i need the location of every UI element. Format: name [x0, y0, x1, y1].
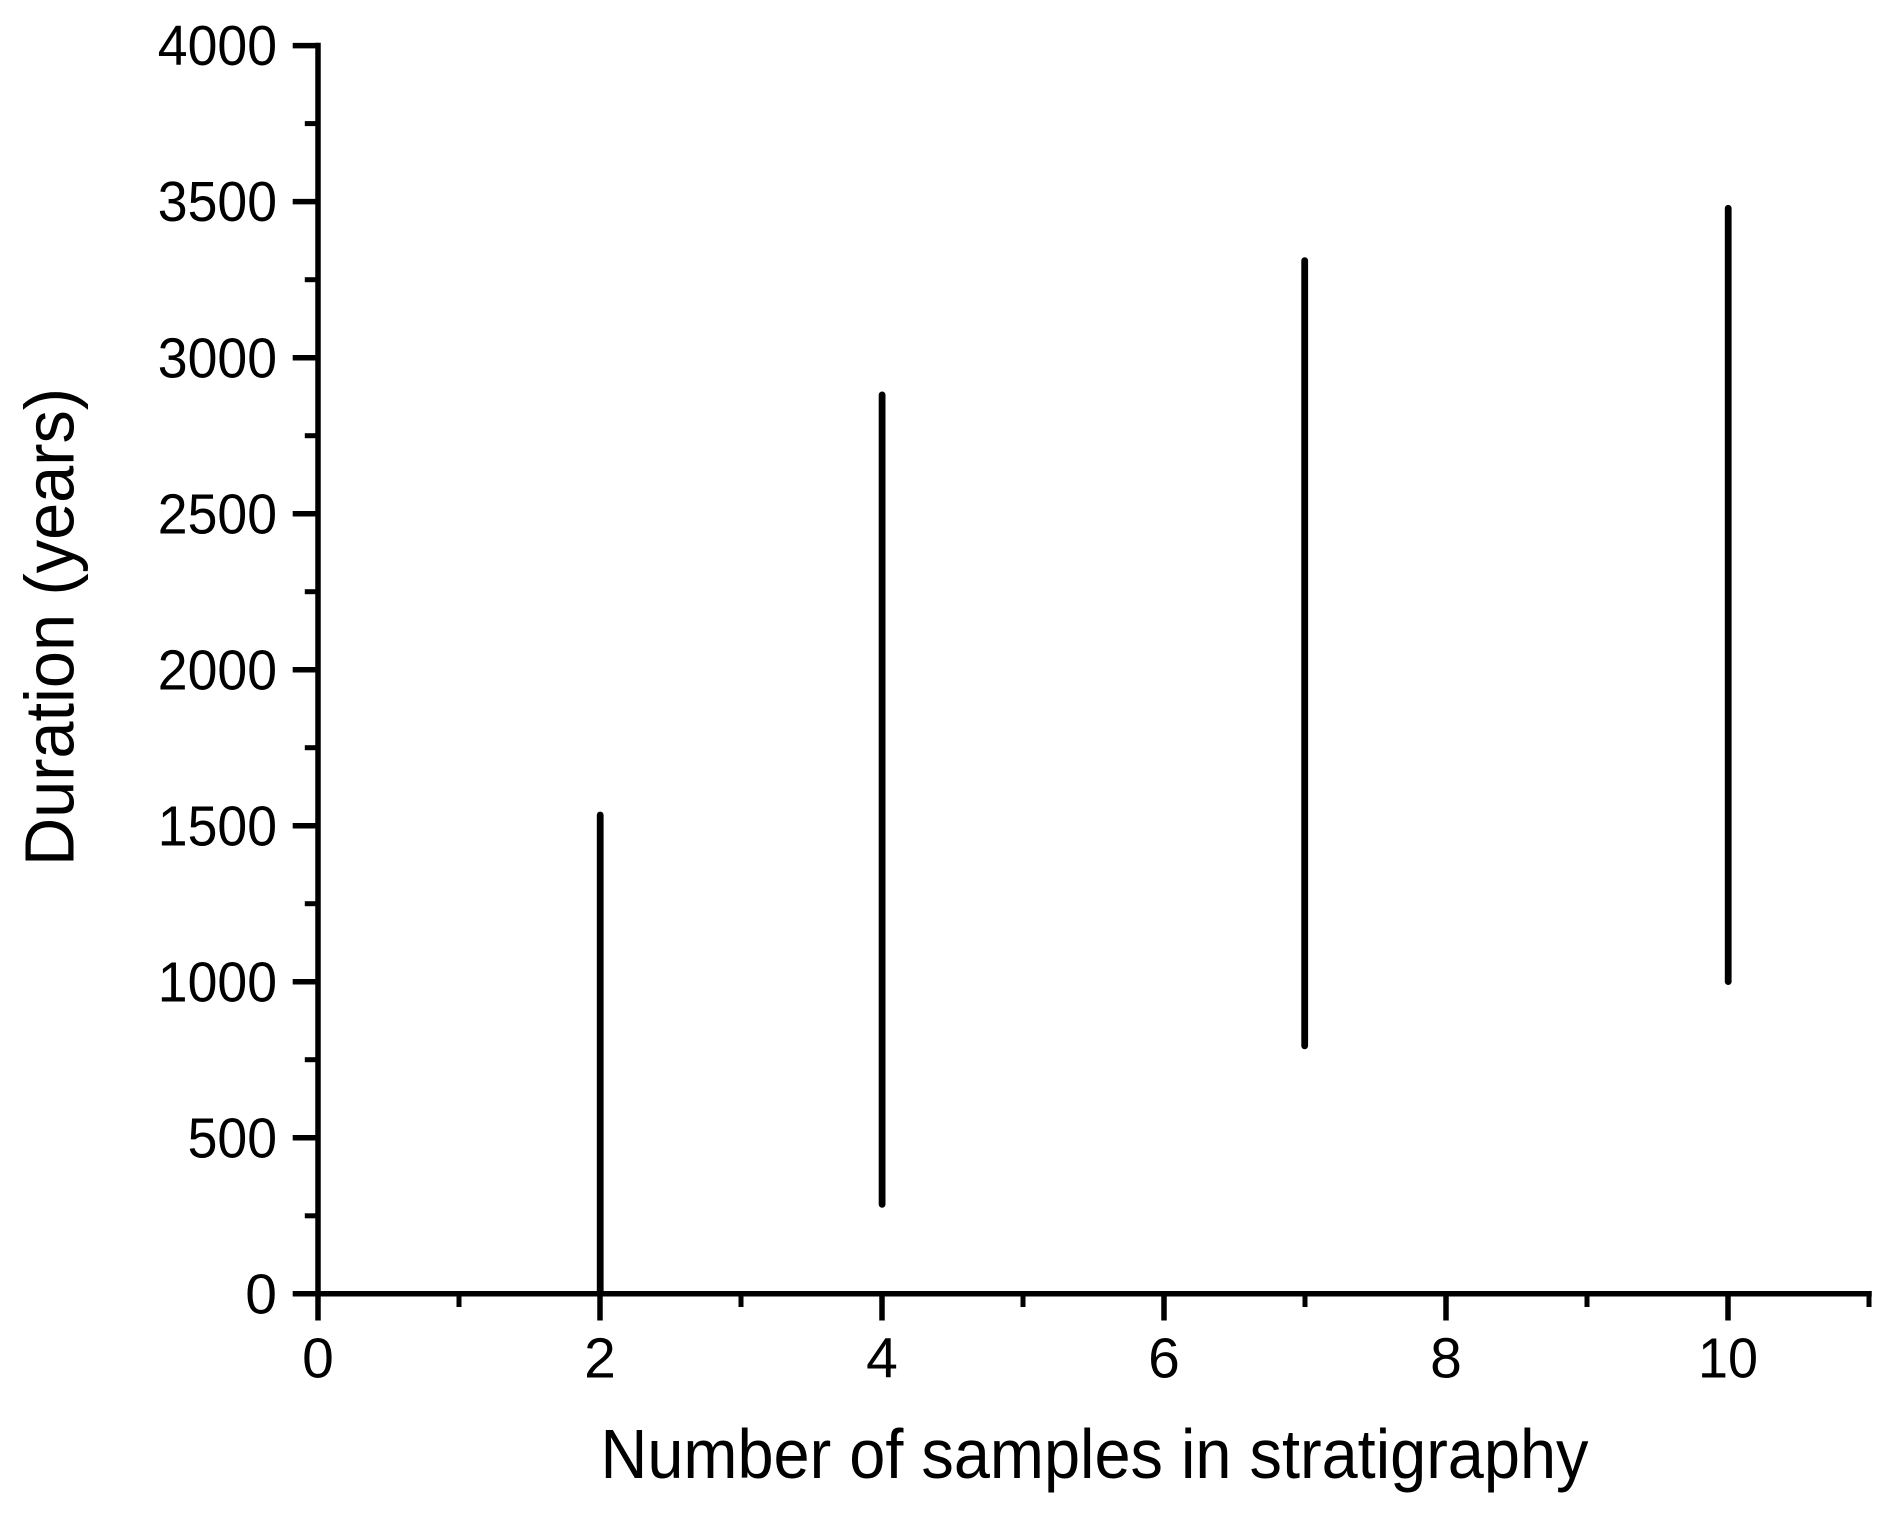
svg-text:1500: 1500: [158, 794, 277, 858]
svg-text:Number of samples in stratigra: Number of samples in stratigraphy: [601, 1415, 1589, 1493]
svg-text:2500: 2500: [158, 482, 277, 546]
svg-text:2000: 2000: [158, 638, 277, 702]
svg-text:1000: 1000: [158, 950, 277, 1014]
svg-text:4000: 4000: [158, 14, 277, 78]
svg-text:0: 0: [245, 1262, 277, 1326]
svg-text:500: 500: [188, 1106, 277, 1170]
svg-text:6: 6: [1148, 1327, 1180, 1391]
svg-text:0: 0: [302, 1327, 334, 1391]
svg-text:4: 4: [866, 1327, 898, 1391]
svg-text:Duration (years): Duration (years): [11, 388, 89, 866]
svg-text:10: 10: [1698, 1327, 1758, 1391]
svg-text:2: 2: [584, 1327, 616, 1391]
svg-text:3500: 3500: [158, 170, 277, 234]
svg-text:8: 8: [1430, 1327, 1462, 1391]
svg-text:3000: 3000: [158, 326, 277, 390]
